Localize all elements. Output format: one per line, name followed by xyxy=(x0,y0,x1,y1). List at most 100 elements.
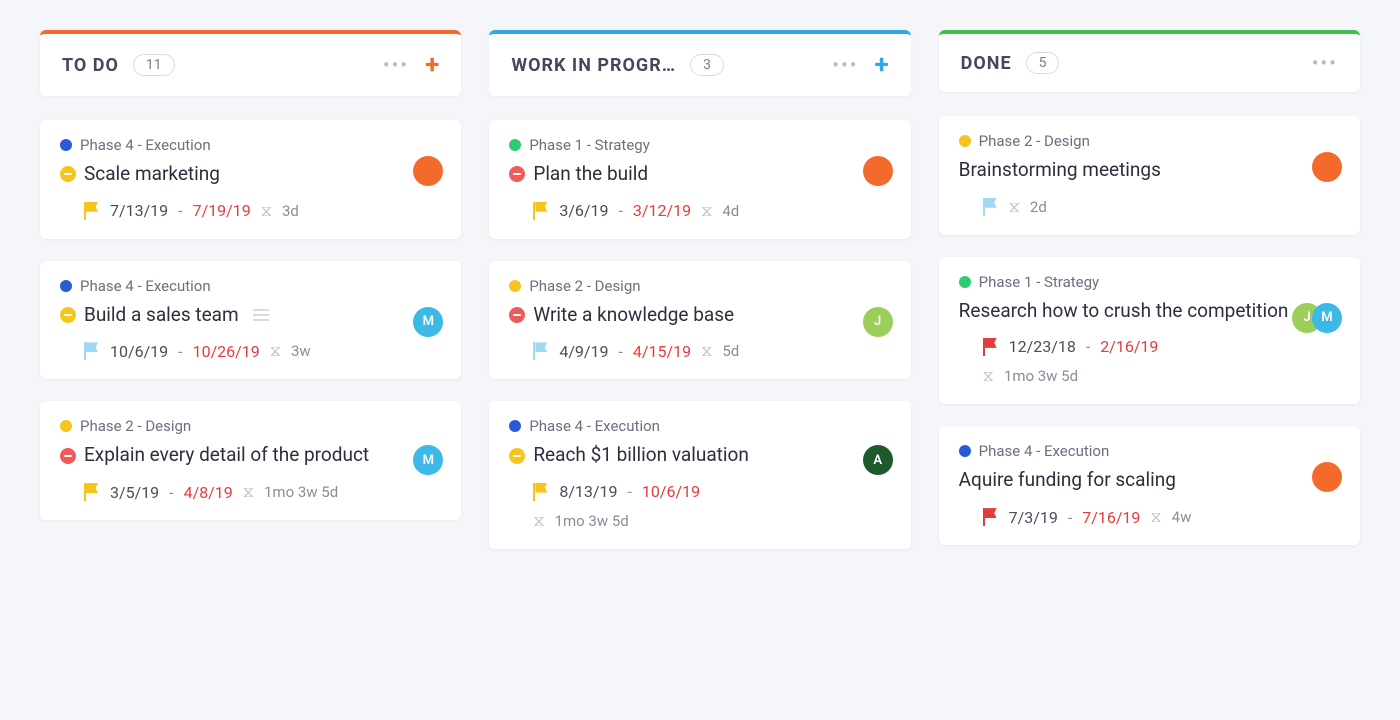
duration: 4w xyxy=(1172,508,1192,526)
meta-row: 10/6/19-10/26/19⧖3w xyxy=(60,341,441,361)
duration: 1mo 3w 5d xyxy=(264,483,338,501)
task-card[interactable]: Phase 4 - ExecutionBuild a sales team10/… xyxy=(40,261,461,380)
card-title: Build a sales team xyxy=(84,303,239,328)
title-row: Research how to crush the competition xyxy=(959,299,1340,324)
title-row: Plan the build xyxy=(509,162,890,187)
hourglass-icon: ⧖ xyxy=(701,201,712,221)
meta-row: 3/6/19-3/12/19⧖4d xyxy=(509,201,890,221)
date-start: 7/13/19 xyxy=(110,201,168,220)
phase-row: Phase 2 - Design xyxy=(959,132,1340,150)
column-title: DONE xyxy=(961,53,1012,74)
duration: 3w xyxy=(291,342,311,360)
phase-label: Phase 1 - Strategy xyxy=(529,136,649,154)
title-row: Brainstorming meetings xyxy=(959,158,1340,183)
avatar[interactable]: J xyxy=(863,307,893,337)
date-start: 12/23/18 xyxy=(1009,337,1076,356)
hourglass-icon: ⧖ xyxy=(270,341,281,361)
date-separator: - xyxy=(628,482,632,501)
title-row: Explain every detail of the product xyxy=(60,443,441,468)
more-icon[interactable]: ••• xyxy=(383,55,409,75)
hourglass-icon: ⧖ xyxy=(533,511,544,531)
meta-row: 8/13/19-10/6/19 xyxy=(509,482,890,501)
date-end: 4/8/19 xyxy=(184,483,233,502)
card-title: Write a knowledge base xyxy=(533,303,734,328)
priority-icon xyxy=(509,307,525,323)
date-end: 4/15/19 xyxy=(633,342,691,361)
title-row: Reach $1 billion valuation xyxy=(509,443,890,468)
hourglass-icon: ⧖ xyxy=(701,341,712,361)
priority-icon xyxy=(509,166,525,182)
date-start: 3/6/19 xyxy=(559,201,608,220)
date-separator: - xyxy=(1086,337,1090,356)
duration: 3d xyxy=(282,202,299,220)
duration: 4d xyxy=(722,202,739,220)
more-icon[interactable]: ••• xyxy=(832,55,858,75)
avatar[interactable] xyxy=(1312,152,1342,182)
phase-dot-icon xyxy=(959,445,971,457)
task-card[interactable]: Phase 2 - Design Write a knowledge base 4/… xyxy=(489,261,910,380)
task-card[interactable]: Phase 4 - Execution Scale marketing 7/13/1… xyxy=(40,120,461,239)
flag-icon xyxy=(84,202,100,220)
phase-row: Phase 4 - Execution xyxy=(60,136,441,154)
date-end: 7/19/19 xyxy=(193,201,251,220)
avatar[interactable]: M xyxy=(1312,303,1342,333)
title-row: Aquire funding for scaling xyxy=(959,468,1340,493)
phase-dot-icon xyxy=(60,139,72,151)
add-card-button[interactable]: + xyxy=(874,52,888,78)
flag-icon xyxy=(983,338,999,356)
avatar[interactable]: A xyxy=(863,445,893,475)
date-end: 7/16/19 xyxy=(1082,508,1140,527)
date-start: 4/9/19 xyxy=(559,342,608,361)
task-card[interactable]: Phase 4 - ExecutionReach $1 billion valu… xyxy=(489,401,910,549)
date-separator: - xyxy=(1068,508,1072,527)
date-end: 2/16/19 xyxy=(1100,337,1158,356)
column-count: 5 xyxy=(1026,52,1060,74)
date-separator: - xyxy=(619,342,623,361)
card-title: Research how to crush the competition xyxy=(959,299,1289,324)
flag-icon xyxy=(533,483,549,501)
meta-row: 12/23/18-2/16/19 xyxy=(959,337,1340,356)
phase-dot-icon xyxy=(959,135,971,147)
description-icon xyxy=(253,309,269,321)
phase-dot-icon xyxy=(509,420,521,432)
task-card[interactable]: Phase 2 - Design Brainstorming meetings ⧖ 2… xyxy=(939,116,1360,235)
date-separator: - xyxy=(169,483,173,502)
avatar[interactable] xyxy=(863,156,893,186)
column-header: DONE 5 ••• xyxy=(939,30,1360,92)
more-icon[interactable]: ••• xyxy=(1312,53,1338,73)
phase-label: Phase 1 - Strategy xyxy=(979,273,1099,291)
phase-label: Phase 2 - Design xyxy=(80,417,191,435)
date-start: 8/13/19 xyxy=(559,482,617,501)
phase-label: Phase 2 - Design xyxy=(529,277,640,295)
column-actions: ••• + xyxy=(383,52,439,78)
avatar[interactable]: M xyxy=(413,445,443,475)
meta-row-duration: ⧖1mo 3w 5d xyxy=(509,511,890,531)
duration: 5d xyxy=(722,342,739,360)
kanban-board: TO DO11•••+Phase 4 - ExecutionScale mark… xyxy=(40,30,1360,571)
title-row: Write a knowledge base xyxy=(509,303,890,328)
task-card[interactable]: Phase 1 - StrategyPlan the build3/6/19-3… xyxy=(489,120,910,239)
card-title: Aquire funding for scaling xyxy=(959,468,1176,493)
flag-icon xyxy=(533,202,549,220)
card-title: Scale marketing xyxy=(84,162,220,187)
task-card[interactable]: Phase 2 - Design Explain every detail of … xyxy=(40,401,461,520)
hourglass-icon: ⧖ xyxy=(1009,197,1020,217)
column-actions: ••• + xyxy=(832,52,888,78)
date-start: 10/6/19 xyxy=(110,342,168,361)
column-wip: WORK IN PROGR…3•••+Phase 1 - StrategyPla… xyxy=(489,30,910,571)
priority-icon xyxy=(509,448,525,464)
phase-dot-icon xyxy=(60,420,72,432)
avatar[interactable]: M xyxy=(413,307,443,337)
duration: 2d xyxy=(1030,198,1047,216)
date-end: 3/12/19 xyxy=(633,201,691,220)
add-card-button[interactable]: + xyxy=(425,52,439,78)
column-title: WORK IN PROGR… xyxy=(511,55,676,76)
hourglass-icon: ⧖ xyxy=(983,366,994,386)
date-separator: - xyxy=(178,201,182,220)
priority-icon xyxy=(60,307,76,323)
meta-row: 7/13/19-7/19/19 ⧖ 3d xyxy=(60,201,441,221)
date-start: 3/5/19 xyxy=(110,483,159,502)
task-card[interactable]: Phase 1 - Strategy Research how to crush … xyxy=(939,257,1360,405)
task-card[interactable]: Phase 4 - ExecutionAquire funding for sc… xyxy=(939,426,1360,545)
hourglass-icon: ⧖ xyxy=(261,201,272,221)
